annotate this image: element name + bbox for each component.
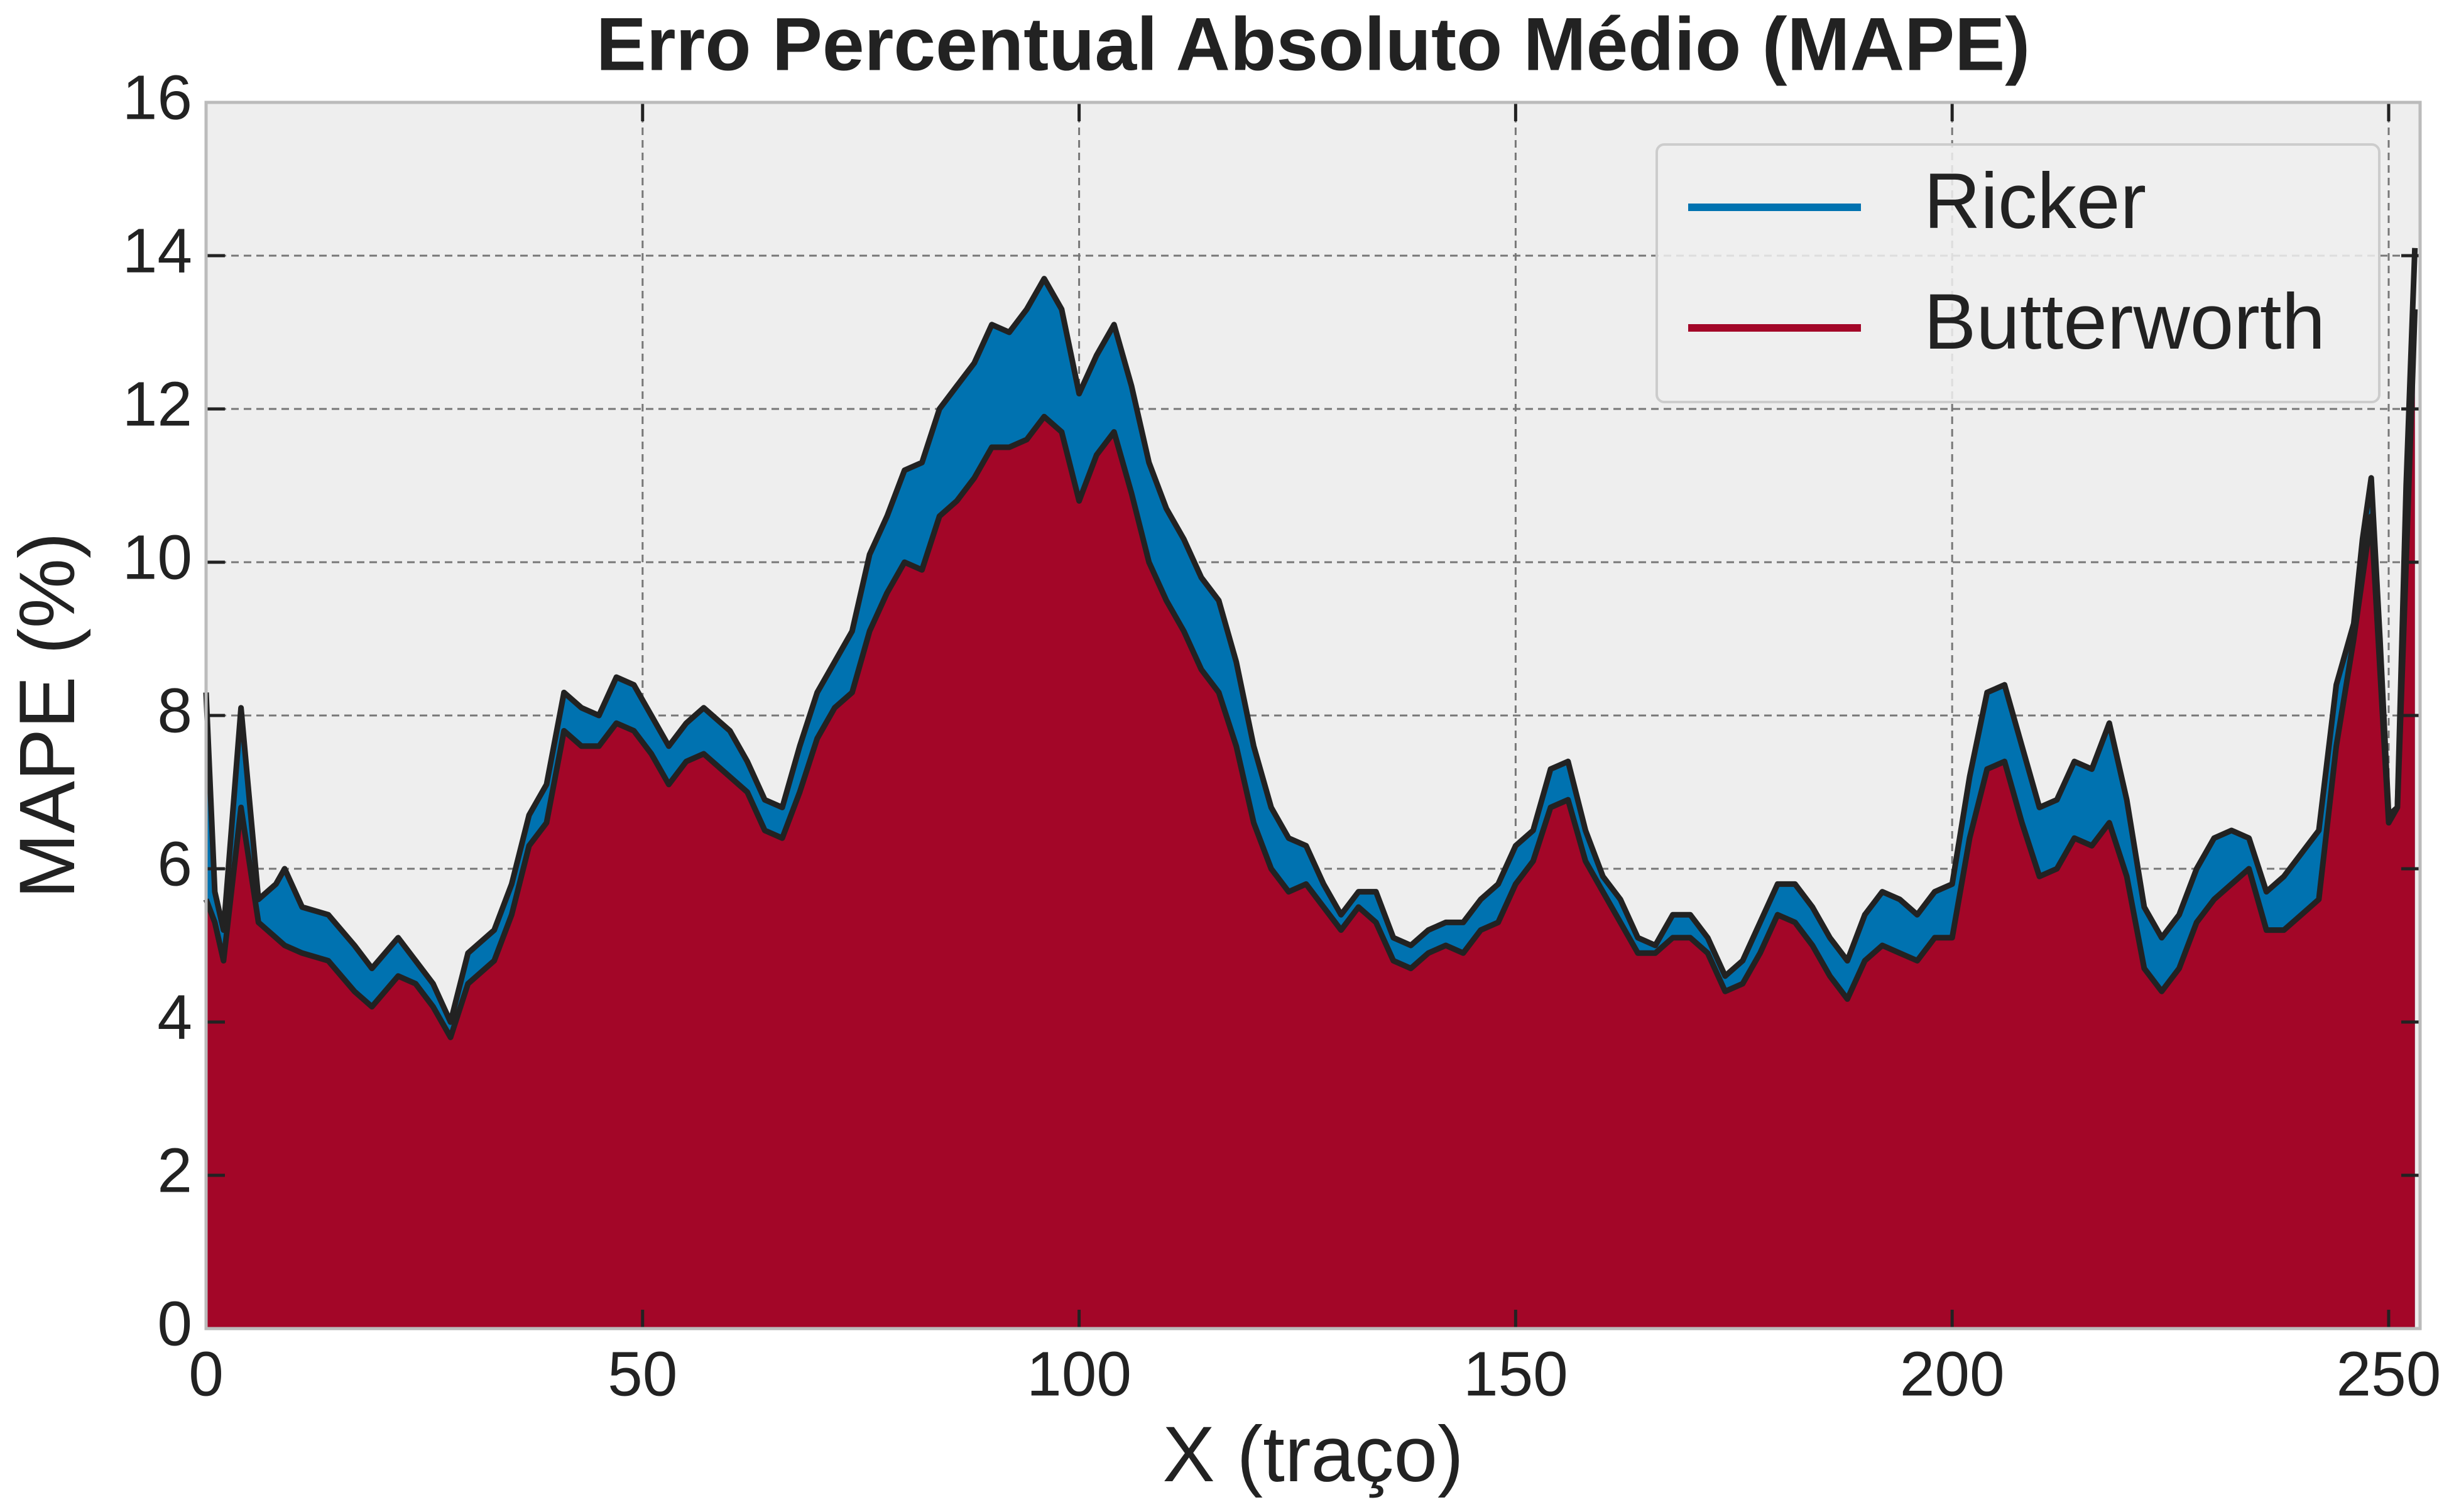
x-tick-label: 0 bbox=[188, 1339, 224, 1409]
plot-frame bbox=[204, 101, 2422, 1330]
legend-label: Ricker bbox=[1924, 158, 2146, 245]
x-tick-label: 250 bbox=[2337, 1339, 2441, 1409]
area-outline bbox=[203, 247, 2418, 1025]
area bbox=[206, 309, 2415, 1329]
y-tick-label: 8 bbox=[157, 675, 192, 746]
legend-label: Butterworth bbox=[1924, 278, 2325, 366]
y-axis-label: MAPE (%) bbox=[4, 532, 91, 898]
y-tick-label: 6 bbox=[157, 829, 192, 899]
y-tick-label: 10 bbox=[123, 522, 192, 592]
y-tick-label: 14 bbox=[123, 215, 192, 286]
x-tick-label: 200 bbox=[1900, 1339, 2005, 1409]
ticks: 0 2 4 6 8 10 12 14 16 0 50 100 150 200 250 bbox=[123, 62, 2441, 1409]
legend: Ricker Butterworth bbox=[1655, 143, 2381, 403]
y-tick-label: 2 bbox=[157, 1135, 192, 1205]
y-tick-label: 0 bbox=[157, 1288, 192, 1359]
x-tick-label: 150 bbox=[1463, 1339, 1568, 1409]
areas bbox=[203, 247, 2418, 1329]
y-tick-label: 4 bbox=[157, 982, 192, 1052]
y-tick-label: 16 bbox=[123, 62, 192, 133]
x-tick-label: 100 bbox=[1027, 1339, 1132, 1409]
chart-title: Erro Percentual Absoluto Médio (MAPE) bbox=[596, 3, 2030, 87]
area-outline bbox=[203, 309, 2418, 1040]
y-tick-label: 12 bbox=[123, 369, 192, 439]
x-tick-label: 50 bbox=[608, 1339, 677, 1409]
x-axis-label: X (traço) bbox=[1162, 1411, 1463, 1498]
